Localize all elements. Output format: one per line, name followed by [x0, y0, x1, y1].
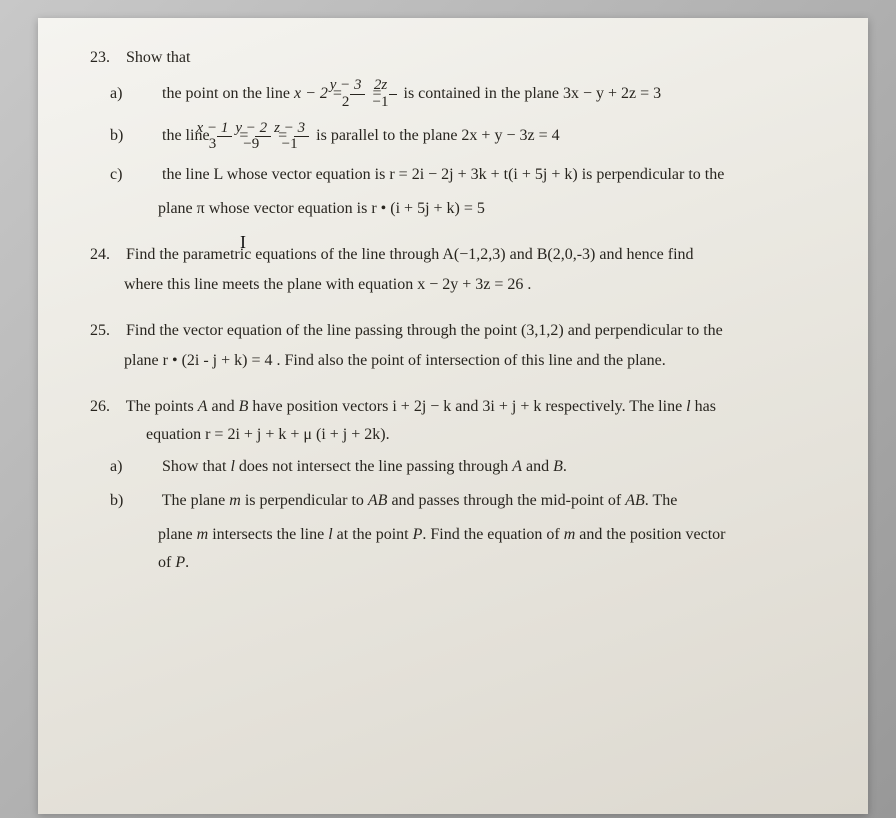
frac-num: y − 3 — [350, 78, 366, 95]
q25-line1: Find the vector equation of the line pas… — [126, 322, 723, 339]
q24-line1: Find the parametric equations of the lin… — [126, 246, 694, 263]
q26-b-line3: of P. — [158, 551, 826, 575]
text: does not intersect the line passing thro… — [235, 458, 512, 475]
text: Show that — [162, 458, 230, 475]
q23-b-f3: z − 3 −1 — [294, 121, 309, 154]
text: . — [185, 554, 189, 571]
var-AB: AB — [625, 492, 645, 509]
q23-b-label: b) — [134, 124, 158, 148]
frac-den: 2 — [350, 95, 366, 111]
text: and the position vector — [575, 526, 725, 543]
q26-b-label: b) — [134, 489, 158, 513]
frac-den: −1 — [294, 137, 309, 153]
q25-line2: plane r • (2i - j + k) = 4 . Find also t… — [124, 349, 826, 373]
q26-number: 26. — [90, 395, 122, 419]
question-24: I 24. Find the parametric equations of t… — [90, 243, 826, 297]
q23-intro: Show that — [126, 49, 190, 66]
q26-a: a) Show that l does not intersect the li… — [134, 455, 826, 479]
q23-a-label: a) — [134, 82, 158, 106]
question-23: 23. Show that a) the point on the line x… — [90, 46, 826, 221]
text: . Find the equation of — [422, 526, 563, 543]
var-AB: AB — [368, 492, 388, 509]
text: intersects the line — [208, 526, 328, 543]
frac-den: 3 — [217, 137, 233, 153]
var-A: A — [512, 458, 522, 475]
q23-a-pre: the point on the line — [162, 85, 294, 102]
text: The points — [126, 398, 198, 415]
text: . — [563, 458, 567, 475]
text: and — [208, 398, 239, 415]
q23-c: c) the line L whose vector equation is r… — [134, 163, 826, 187]
q26-b-line2: plane m intersects the line l at the poi… — [158, 523, 826, 547]
q23-b: b) the line x − 1 3 = y − 2 −9 = z − 3 −… — [134, 121, 826, 154]
frac-den: −1 — [389, 95, 397, 111]
q23-a-post: is contained in the plane 3x − y + 2z = … — [404, 85, 662, 102]
frac-num: x − 1 — [217, 121, 233, 138]
worksheet-page: 23. Show that a) the point on the line x… — [38, 18, 868, 814]
q23-b-f1: x − 1 3 — [217, 121, 233, 154]
q23-c-line2: plane π whose vector equation is r • (i … — [158, 197, 826, 221]
question-26: 26. The points A and B have position vec… — [90, 395, 826, 575]
text: is perpendicular to — [241, 492, 368, 509]
q26-line2: equation r = 2i + j + k + μ (i + j + 2k)… — [146, 423, 826, 447]
frac-num: y − 2 — [255, 121, 271, 138]
q26-a-label: a) — [134, 455, 158, 479]
text: and passes through the mid-point of — [387, 492, 625, 509]
frac-num: z − 3 — [294, 121, 309, 138]
text: plane — [158, 526, 197, 543]
q24-number: 24. — [90, 243, 122, 267]
question-25: 25. Find the vector equation of the line… — [90, 319, 826, 373]
q23-b-post: is parallel to the plane 2x + y − 3z = 4 — [316, 127, 559, 144]
frac-den: −9 — [255, 137, 271, 153]
var-B: B — [553, 458, 563, 475]
var-P: P — [413, 526, 423, 543]
q26-line1: The points A and B have position vectors… — [126, 398, 716, 415]
q24-line2: where this line meets the plane with equ… — [124, 273, 826, 297]
q23-b-f2: y − 2 −9 — [255, 121, 271, 154]
var-m: m — [564, 526, 576, 543]
q23-c-line1: the line L whose vector equation is r = … — [162, 166, 724, 183]
var-B: B — [239, 398, 249, 415]
text: and — [522, 458, 553, 475]
q23-a-frac1: y − 3 2 — [350, 78, 366, 111]
q23-number: 23. — [90, 46, 122, 70]
text: has — [691, 398, 716, 415]
var-A: A — [198, 398, 208, 415]
text: of — [158, 554, 175, 571]
text: at the point — [333, 526, 413, 543]
var-m: m — [197, 526, 209, 543]
q23-c-label: c) — [134, 163, 158, 187]
text: . The — [645, 492, 678, 509]
text: have position vectors i + 2j − k and 3i … — [248, 398, 686, 415]
var-P: P — [175, 554, 185, 571]
q26-b: b) The plane m is perpendicular to AB an… — [134, 489, 826, 513]
q25-number: 25. — [90, 319, 122, 343]
var-m: m — [229, 492, 241, 509]
q23-a-frac2: 2z −1 — [389, 78, 397, 111]
text-cursor-icon: I — [240, 229, 246, 256]
q23-a: a) the point on the line x − 2 = y − 3 2… — [134, 78, 826, 111]
text: The plane — [162, 492, 230, 509]
frac-num: 2z — [389, 78, 397, 95]
